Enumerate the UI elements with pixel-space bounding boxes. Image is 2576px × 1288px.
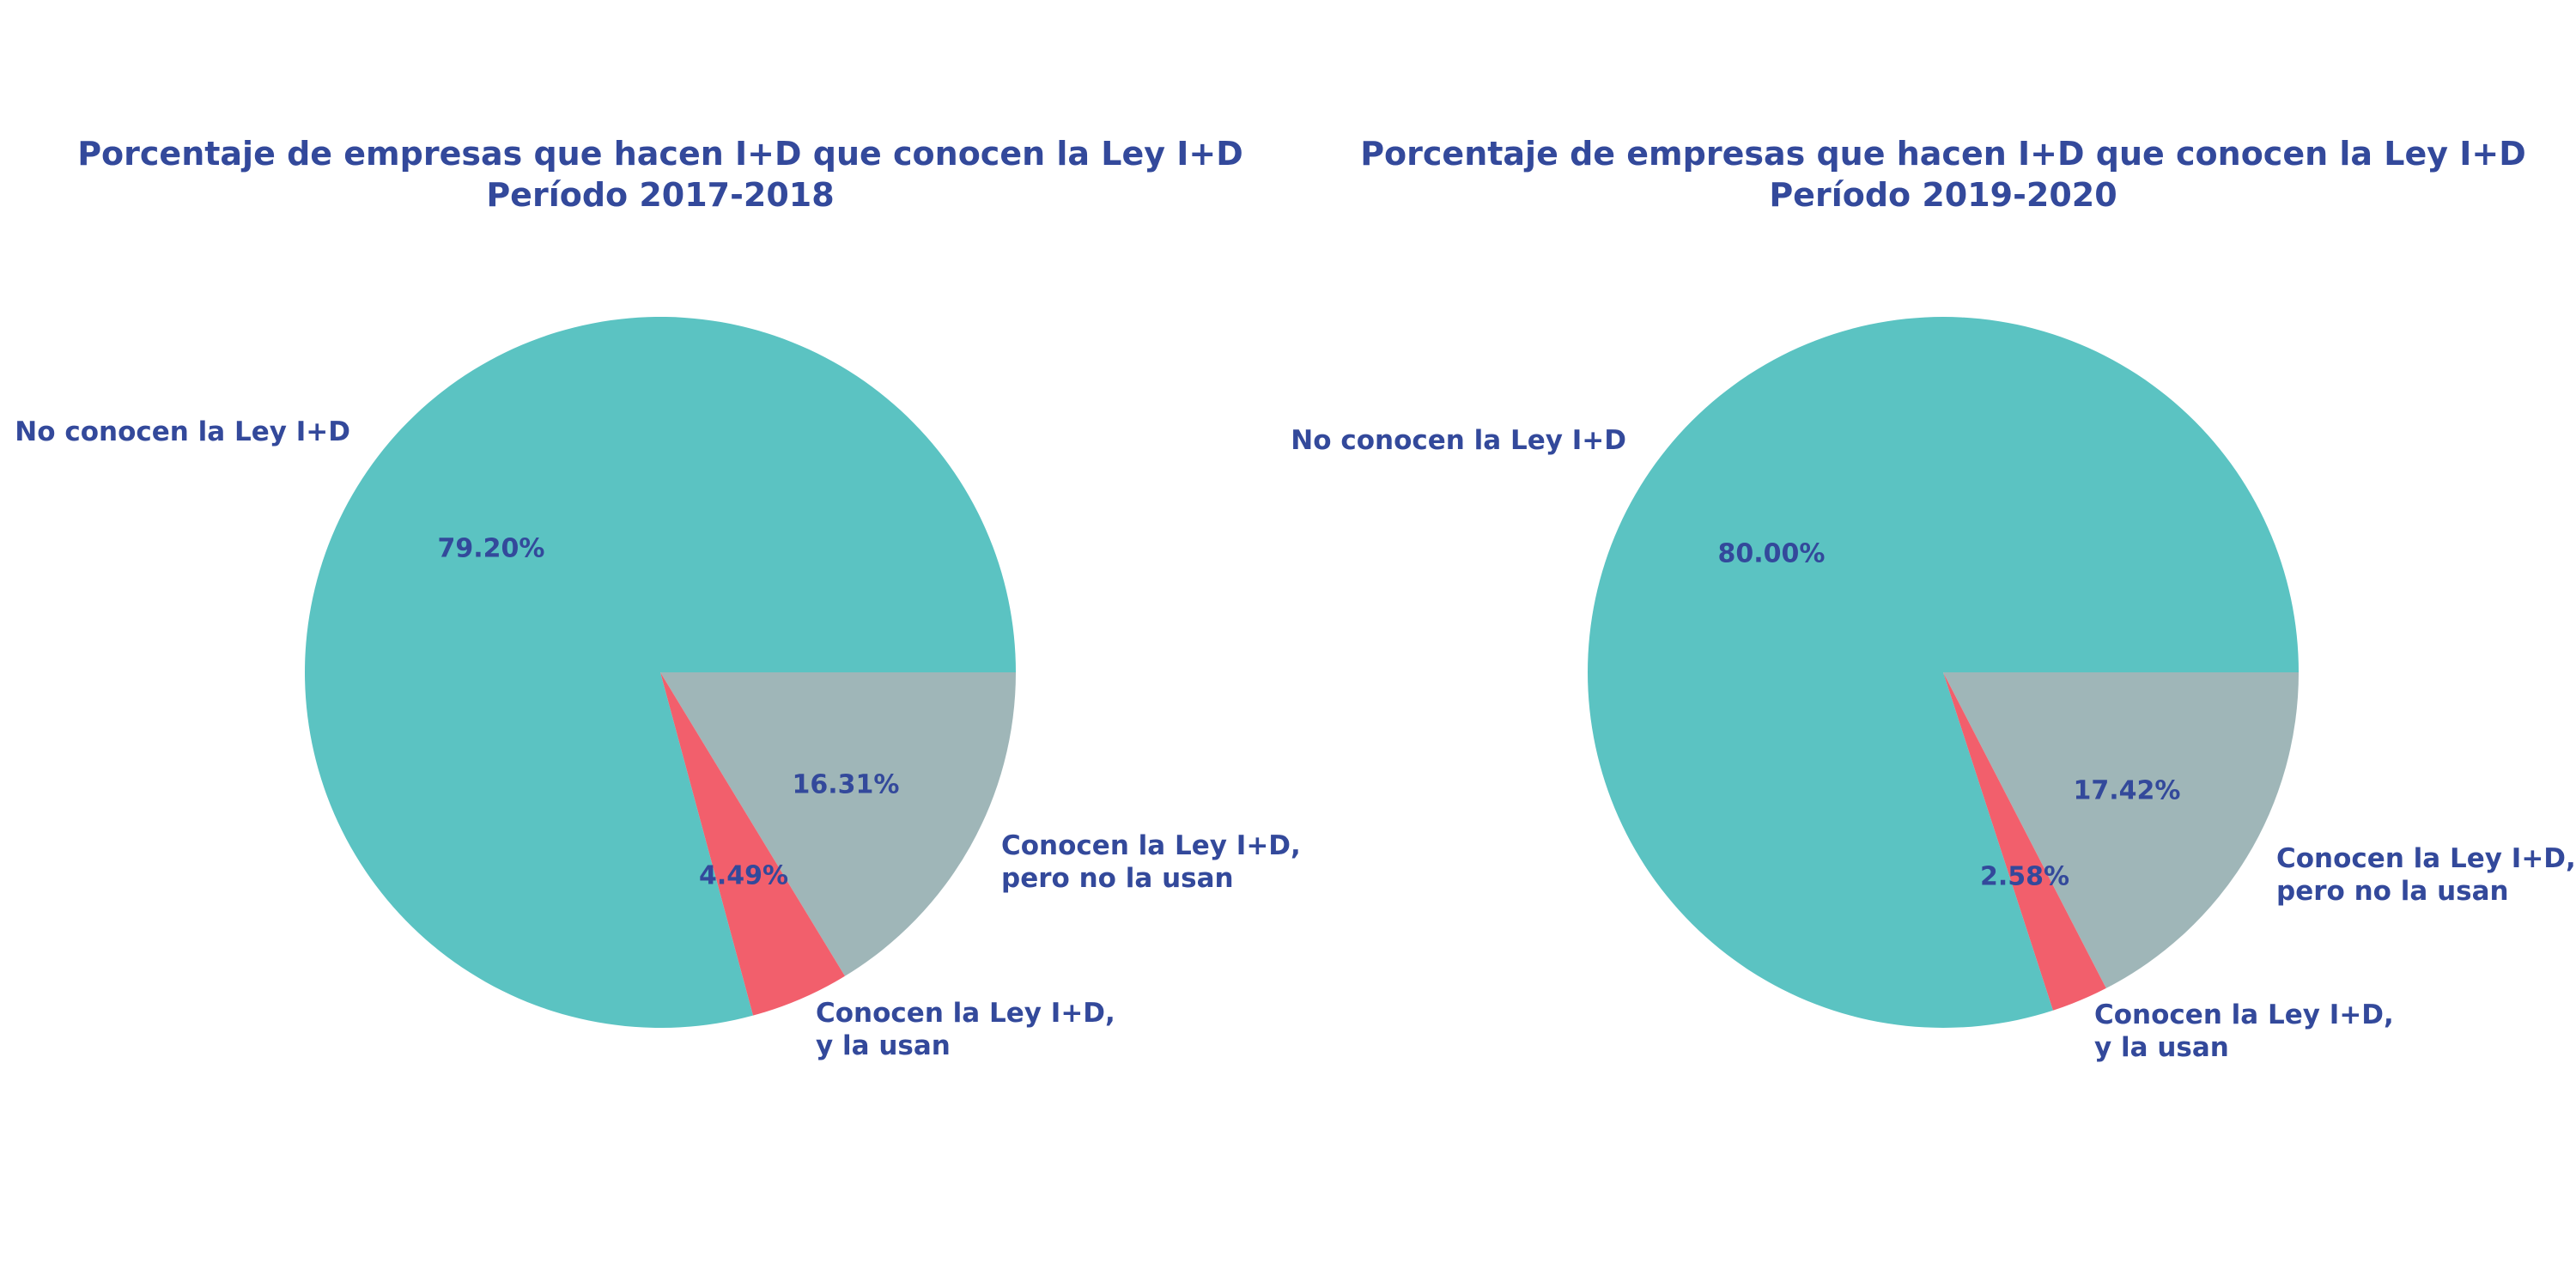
slice-category-label-line: pero no la usan — [1001, 863, 1234, 894]
chart-title: Porcentaje de empresas que hacen I+D que… — [77, 135, 1243, 214]
chart-subtitle-line: Período 2017-2018 — [486, 176, 834, 214]
slice-percent-label: 4.49% — [699, 861, 788, 891]
pie-slice — [1943, 672, 2106, 1011]
slice-percent-label: 2.58% — [1980, 862, 2069, 892]
slice-category-label: Conocen la Ley I+D, pero no la usan — [1001, 830, 1301, 894]
pie-slice — [1588, 317, 2299, 1029]
slice-category-label: Conocen la Ley I+D, pero no la usan — [2276, 843, 2576, 907]
slice-percent-label: 79.20% — [438, 534, 545, 564]
slice-category-label: No conocen la Ley I+D — [15, 416, 350, 447]
slice-percent-label: 16.31% — [793, 770, 900, 800]
chart-title-line: Porcentaje de empresas que hacen I+D que… — [77, 135, 1243, 173]
chart-subtitle-line: Período 2019-2020 — [1769, 176, 2117, 214]
pie-slice — [305, 317, 1017, 1029]
slice-category-label-line: pero no la usan — [2276, 876, 2509, 907]
chart-title: Porcentaje de empresas que hacen I+D que… — [1360, 135, 2526, 214]
chart-title-line: Porcentaje de empresas que hacen I+D que… — [1360, 135, 2526, 173]
slice-category-label-line: No conocen la Ley I+D — [15, 416, 350, 447]
slice-category-label-line: Conocen la Ley I+D, — [1001, 830, 1301, 861]
slice-category-label-line: No conocen la Ley I+D — [1291, 425, 1626, 456]
slice-percent-label: 80.00% — [1718, 539, 1826, 569]
slice-category-label-line: Conocen la Ley I+D, — [2276, 843, 2576, 874]
slice-category-label-line: y la usan — [816, 1030, 951, 1061]
slice-category-label: Conocen la Ley I+D, y la usan — [816, 998, 1115, 1061]
pie-slice — [1943, 672, 2299, 988]
slice-percent-label: 17.42% — [2074, 776, 2181, 806]
pie-slice — [660, 672, 845, 1016]
slice-category-label: No conocen la Ley I+D — [1291, 425, 1626, 456]
slice-category-label-line: Conocen la Ley I+D, — [816, 998, 1115, 1029]
slice-category-label-line: Conocen la Ley I+D, — [2094, 999, 2394, 1030]
pie-panel-2019-2020: Porcentaje de empresas que hacen I+D que… — [1291, 135, 2576, 1063]
slice-category-label: Conocen la Ley I+D, y la usan — [2094, 999, 2394, 1063]
slice-category-label-line: y la usan — [2094, 1032, 2229, 1063]
pie-panel-2017-2018: Porcentaje de empresas que hacen I+D que… — [15, 135, 1301, 1061]
pie-slice — [660, 672, 1016, 976]
